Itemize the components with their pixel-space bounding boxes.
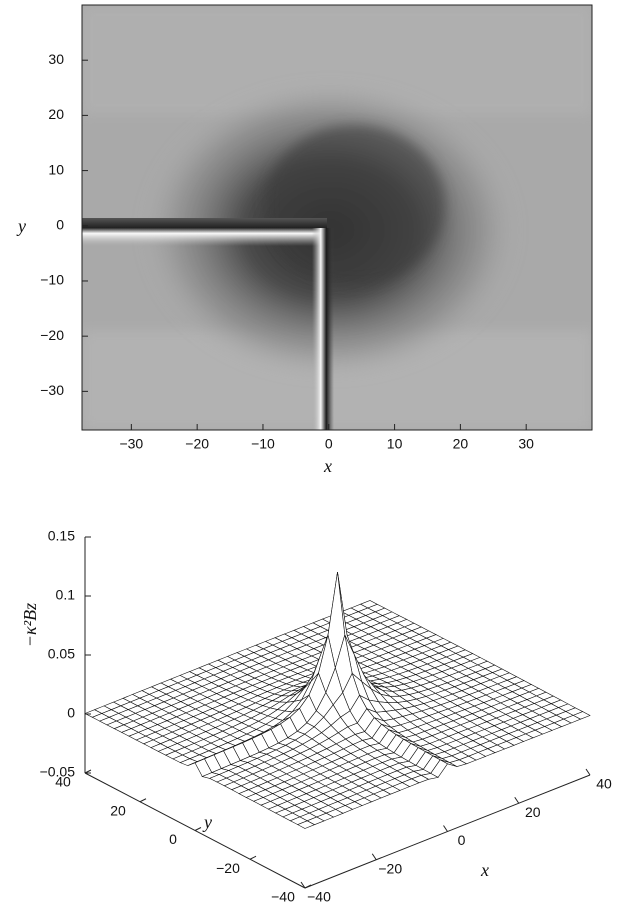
x-tick — [514, 796, 520, 804]
plot-frame — [81, 4, 593, 431]
z-tick-label: 0.05 — [48, 646, 75, 662]
y-tick-label: −20 — [216, 860, 240, 876]
y-tick-label: 20 — [110, 802, 126, 818]
x-tick-label: 30 — [518, 436, 534, 452]
x-tick — [300, 881, 306, 889]
y-tick-label: −20 — [40, 327, 64, 343]
y-tick-label: 30 — [48, 51, 64, 67]
x-tick-label: 0 — [458, 832, 466, 848]
y-axis-label: y — [202, 812, 212, 832]
y-axis-label: y — [16, 216, 26, 236]
surface-mesh — [84, 571, 591, 829]
x-tick-label: −20 — [185, 436, 209, 452]
x-tick — [585, 768, 591, 776]
x-tick-label: −40 — [307, 889, 331, 905]
x-tick-label: 20 — [525, 804, 541, 820]
x-axis-label: x — [480, 860, 489, 880]
x-tick-label: 40 — [596, 776, 612, 792]
mesh-cell — [296, 820, 316, 829]
y-tick-label: 0 — [169, 831, 177, 847]
x-tick-label: −20 — [378, 860, 402, 876]
y-tick — [139, 798, 147, 803]
y-tick-label: 20 — [48, 106, 64, 122]
y-tick — [249, 855, 257, 860]
y-tick — [194, 827, 202, 831]
z-tick-label: 0.1 — [56, 587, 76, 603]
y-tick-label: −40 — [271, 889, 295, 905]
heatmap-image — [82, 5, 592, 430]
y-tick-label: 0 — [56, 216, 64, 232]
y-tick-label: 10 — [48, 161, 64, 177]
y-tick — [84, 769, 92, 774]
z-tick-label: −0.05 — [40, 764, 76, 780]
x-tick-label: 0 — [325, 436, 333, 452]
x-tick-label: −10 — [251, 436, 275, 452]
x-tick-label: −30 — [119, 436, 143, 452]
x-tick — [371, 853, 377, 861]
y-tick-label: −10 — [40, 272, 64, 288]
x-axis-label: x — [323, 456, 332, 476]
z-tick-label: 0 — [67, 705, 75, 721]
z-tick-label: 0.15 — [48, 528, 75, 544]
x-tick-label: 20 — [453, 436, 469, 452]
z-axis-label: −κ²Bz — [20, 603, 40, 647]
x-tick-label: 10 — [387, 436, 403, 452]
y-tick-label: −30 — [40, 382, 64, 398]
y-tick — [304, 884, 312, 889]
y-tick-label: 40 — [55, 774, 71, 790]
x-tick — [443, 825, 448, 832]
